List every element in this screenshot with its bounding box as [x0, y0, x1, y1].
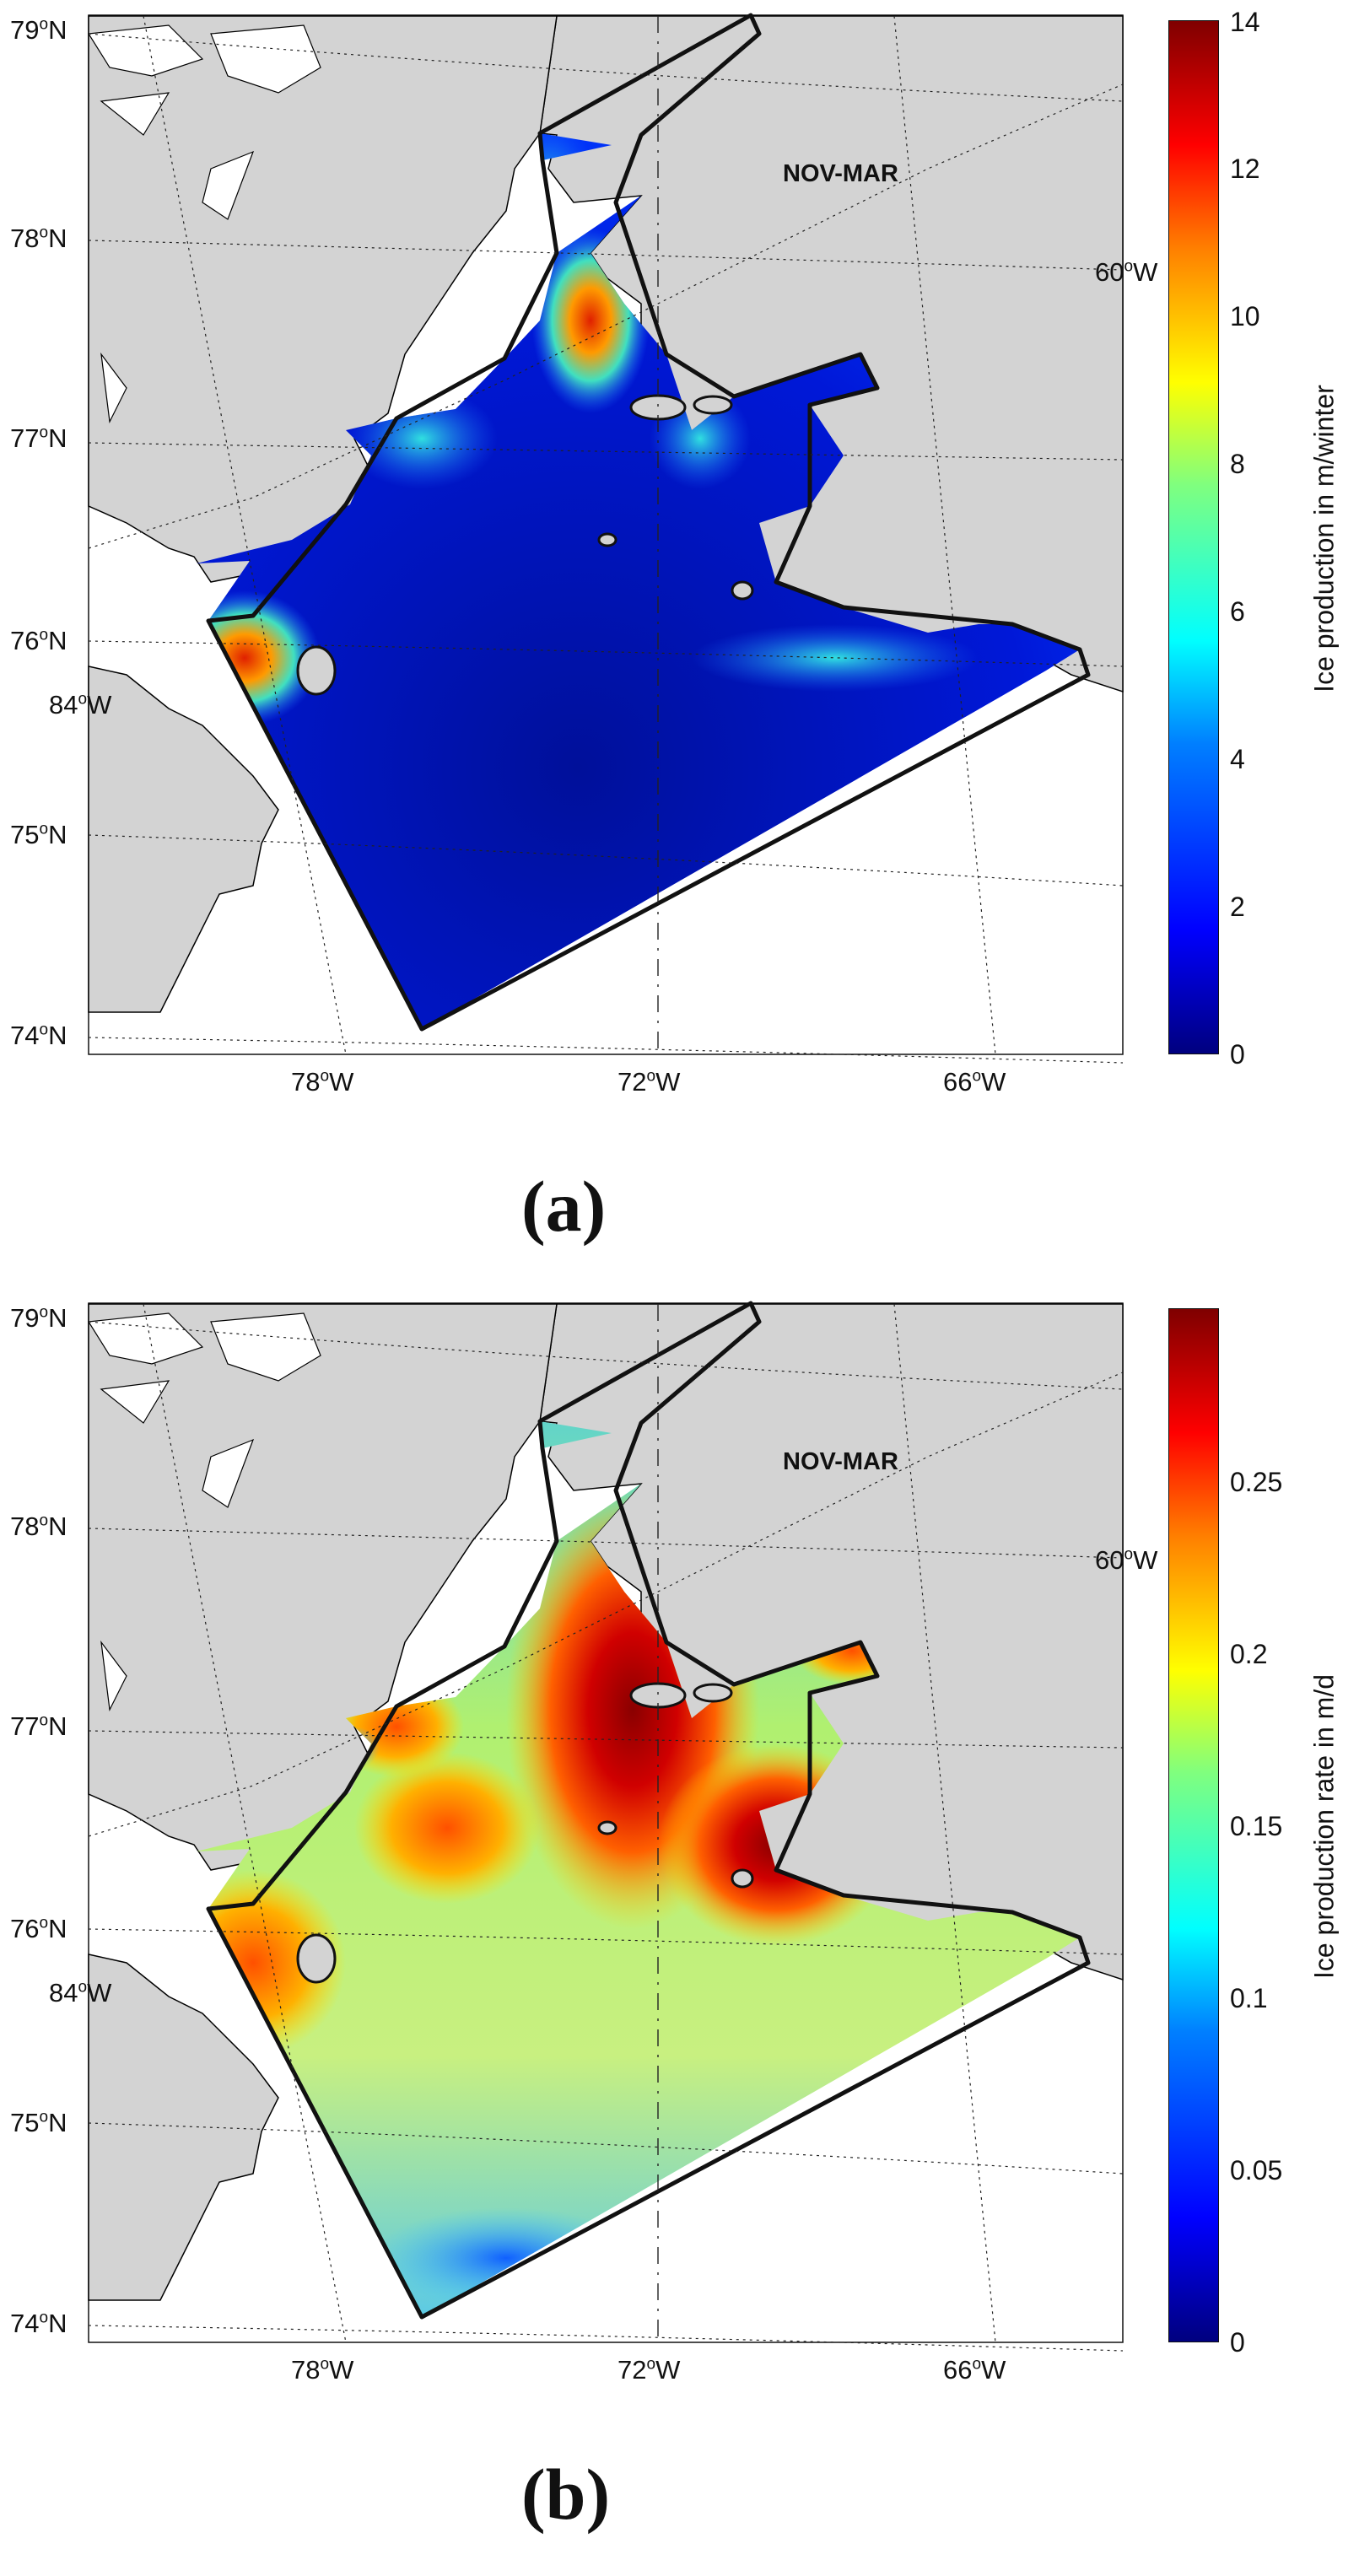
domain-outline-a — [206, 13, 1091, 1032]
lon-label-72: 72oW — [617, 1067, 681, 1097]
lat-label-78: 78oN — [10, 224, 67, 253]
lon-label-60: 60oW — [1095, 1545, 1158, 1575]
colorbar-tick: 14 — [1230, 7, 1260, 37]
graticule — [88, 15, 1124, 1064]
season-label: NOV-MAR — [783, 1448, 898, 1475]
lat-label-75: 75oN — [10, 2108, 67, 2137]
lat-label-79: 79oN — [10, 15, 67, 45]
lat-label-76: 76oN — [10, 1914, 67, 1943]
colorbar-tick: 0.1 — [1230, 1983, 1268, 2013]
colorbar-a — [1168, 20, 1219, 1054]
colorbar-tick: 0.15 — [1230, 1811, 1283, 1841]
graticule — [88, 1303, 1124, 2352]
colorbar-tick: 8 — [1230, 449, 1245, 479]
panel-label: (b) — [521, 2454, 611, 2535]
lat-label-77: 77oN — [10, 1711, 67, 1741]
channels — [87, 1312, 321, 1712]
lat-label-76: 76oN — [10, 626, 67, 655]
panel-b: 79oN 78oN 77oN 76oN 75oN 74oN 84oW 60oW … — [0, 1288, 1359, 2576]
lat-label-74: 74oN — [10, 2309, 67, 2338]
lat-label-74: 74oN — [10, 1021, 67, 1050]
colorbar-label: Ice production in m/winter — [1308, 385, 1340, 693]
lat-label-77: 77oN — [10, 423, 67, 453]
colorbar-tick: 2 — [1230, 892, 1245, 922]
colorbar-tick: 0.25 — [1230, 1467, 1283, 1497]
colorbar-tick: 10 — [1230, 301, 1260, 331]
land-masses — [88, 15, 1124, 1013]
season-label: NOV-MAR — [783, 160, 898, 187]
land-masses — [88, 1303, 1124, 2301]
lon-label-72: 72oW — [617, 2355, 681, 2385]
lon-label-66: 66oW — [943, 2355, 1006, 2385]
lon-label-84: 84oW — [49, 690, 112, 719]
channels — [87, 24, 321, 424]
colorbar-tick: 0 — [1230, 1039, 1245, 1070]
domain-outline-b — [206, 1301, 1091, 2320]
lat-label-79: 79oN — [10, 1303, 67, 1333]
lon-label-66: 66oW — [943, 1067, 1006, 1097]
lat-label-78: 78oN — [10, 1512, 67, 1541]
lat-label-75: 75oN — [10, 820, 67, 849]
map-panel-b — [87, 1301, 1218, 2352]
panel-label: (a) — [521, 1166, 607, 1247]
colorbar-tick: 4 — [1230, 744, 1245, 774]
map-panel-a — [87, 13, 1218, 1064]
lon-label-60: 60oW — [1095, 257, 1158, 287]
lon-label-84: 84oW — [49, 1978, 112, 2007]
colorbar-tick: 6 — [1230, 596, 1245, 627]
colorbar-tick: 12 — [1230, 154, 1260, 184]
lon-label-78: 78oW — [291, 2355, 354, 2385]
panel-a: 79oN 78oN 77oN 76oN 75oN 74oN 84oW 60oW … — [10, 7, 1340, 1247]
colorbar-tick: 0 — [1230, 2327, 1245, 2358]
colorbar-tick: 0.05 — [1230, 2155, 1283, 2185]
colorbar-label: Ice production rate in m/d — [1308, 1673, 1340, 1980]
colorbar-b — [1168, 1308, 1219, 2342]
colorbar-tick: 0.2 — [1230, 1639, 1268, 1669]
lon-label-78: 78oW — [291, 1067, 354, 1097]
